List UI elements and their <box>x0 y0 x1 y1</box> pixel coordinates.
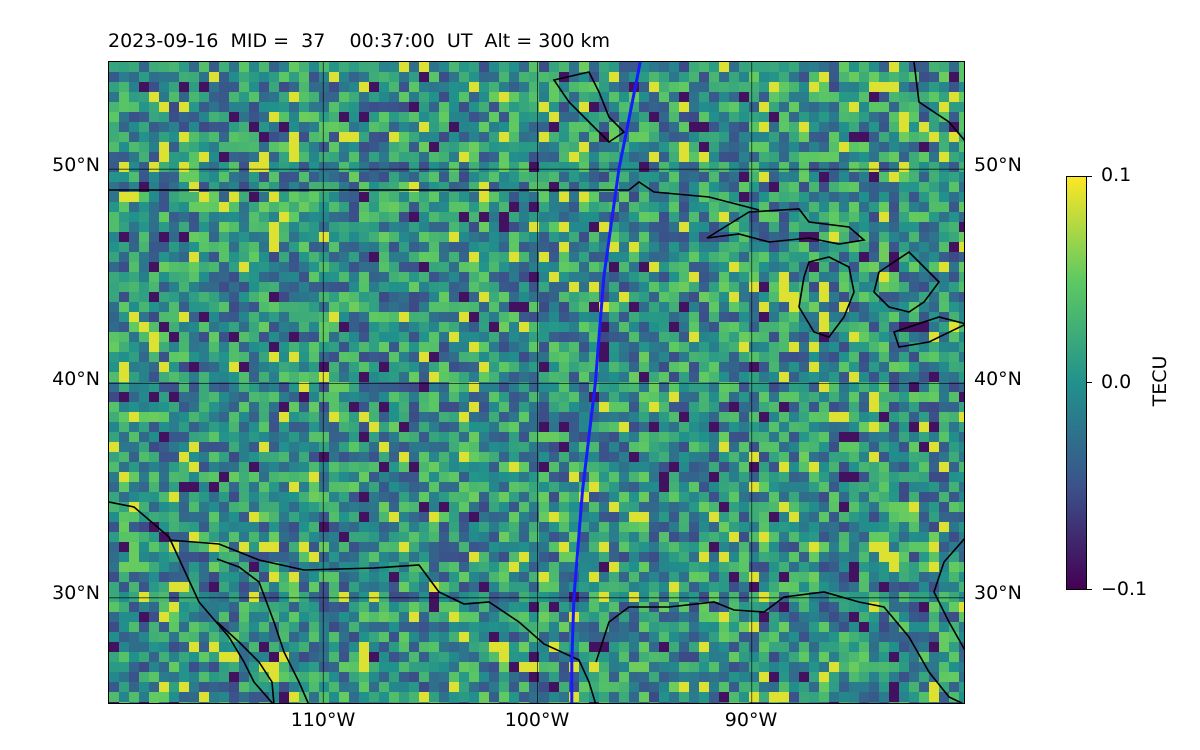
us-canada-border <box>109 181 760 211</box>
lat-label-right-30: 30°N <box>974 582 1022 604</box>
colorbar-label: TECU <box>1149 355 1171 407</box>
colorbar <box>1066 176 1087 590</box>
tec-heatmap <box>109 62 964 703</box>
colorbar-tick-mark <box>1087 382 1092 383</box>
baja-california <box>216 558 310 703</box>
satellite-track <box>570 62 642 703</box>
lat-label-left-50: 50°N <box>52 154 100 176</box>
pacific-coast <box>109 501 274 703</box>
lat-label-left-40: 40°N <box>52 368 100 390</box>
lake-huron <box>873 250 941 313</box>
lon-label-110w: 110°W <box>290 709 356 731</box>
colorbar-tick-min: −0.1 <box>1101 578 1148 600</box>
lake-superior <box>706 208 866 245</box>
colorbar-tick-mark <box>1087 176 1092 177</box>
map-canvas <box>109 62 964 703</box>
map-title: 2023-09-16 MID = 37 00:37:00 UT Alt = 30… <box>108 30 611 52</box>
lake-michigan <box>798 256 855 338</box>
lon-label-90w: 90°W <box>724 709 778 731</box>
lat-label-left-30: 30°N <box>52 582 100 604</box>
northeast-coast <box>913 62 964 141</box>
lake-erie <box>892 316 964 348</box>
colorbar-tick-zero: 0.0 <box>1101 371 1132 393</box>
colorbar-tick-max: 0.1 <box>1101 164 1132 186</box>
hudson-bay-coast <box>552 71 626 144</box>
lon-label-100w: 100°W <box>504 709 570 731</box>
gulf-coast <box>595 591 964 703</box>
tec-map <box>108 61 965 704</box>
lat-label-right-50: 50°N <box>974 154 1022 176</box>
atlantic-coast <box>933 538 964 651</box>
graticule <box>109 62 964 703</box>
lat-label-right-40: 40°N <box>974 368 1022 390</box>
gulf-of-california <box>216 621 275 703</box>
colorbar-tick-mark <box>1087 589 1092 590</box>
